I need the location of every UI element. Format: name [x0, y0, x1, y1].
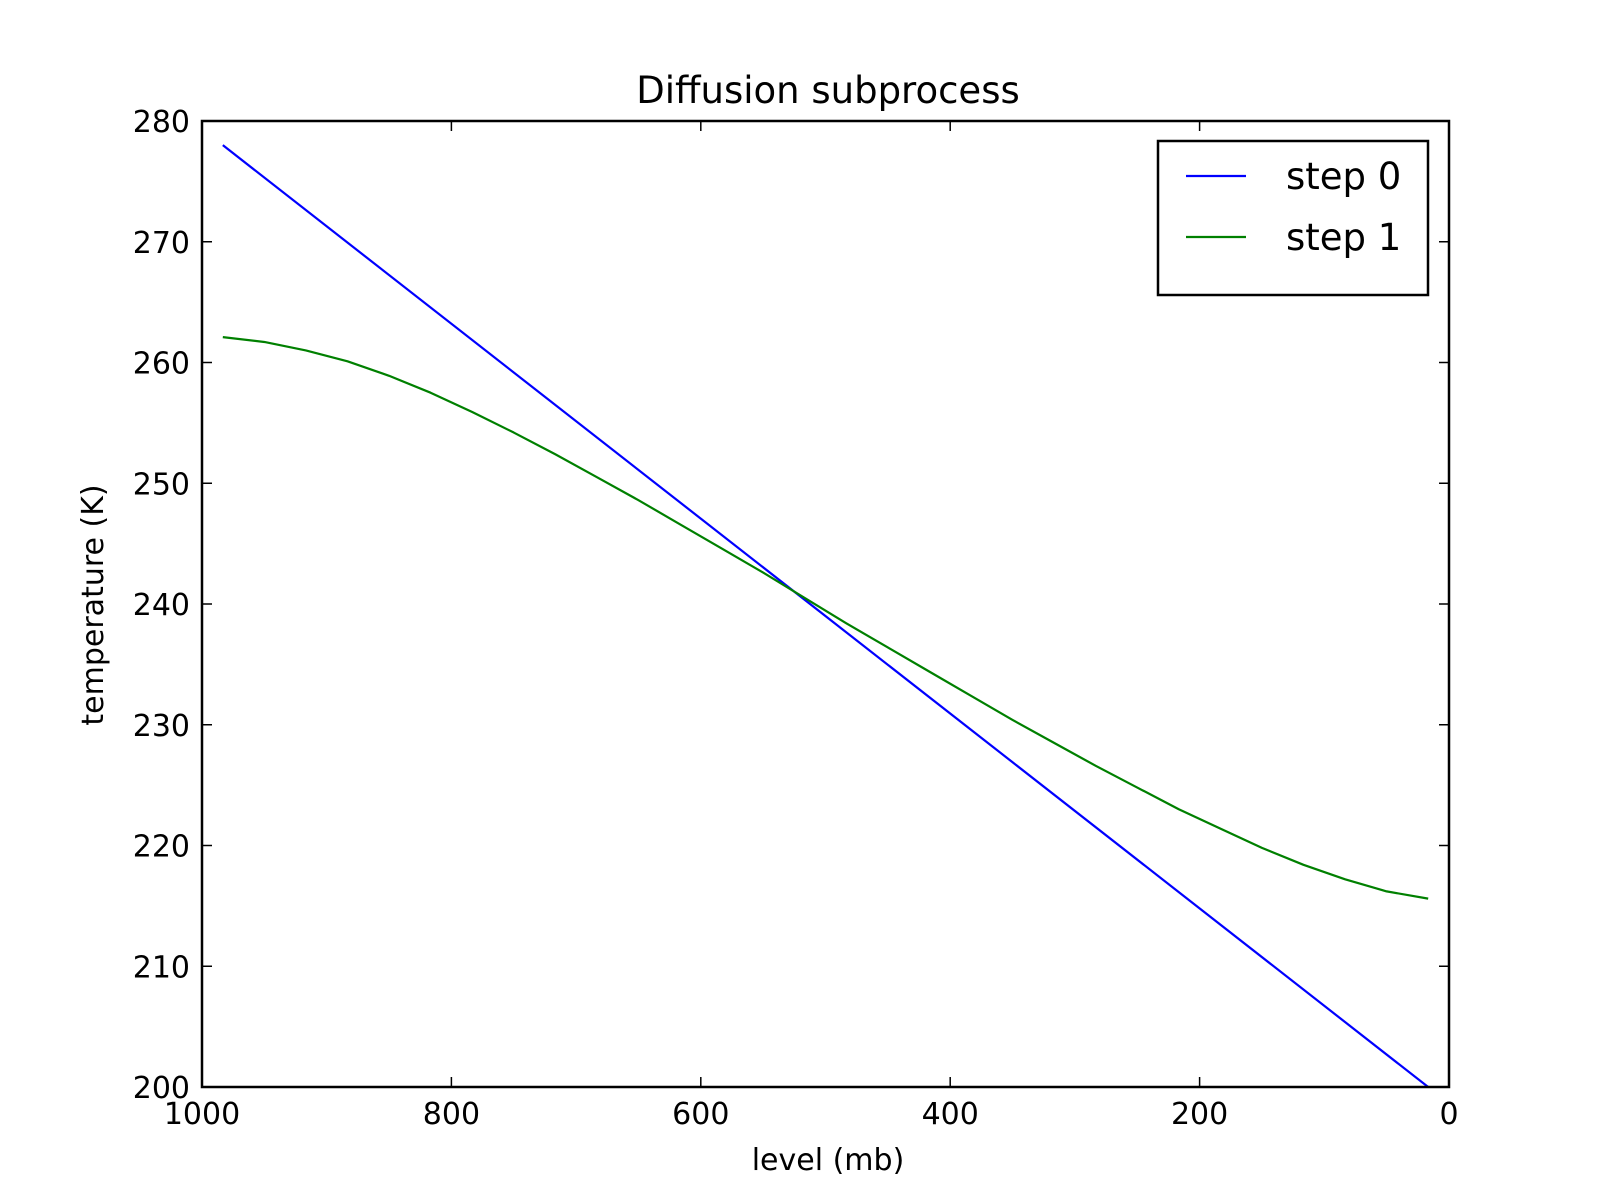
- y-tick-label: 260: [133, 347, 190, 382]
- y-tick-label: 200: [133, 1071, 190, 1106]
- x-tick-label: 0: [1439, 1097, 1458, 1132]
- x-tick-label: 400: [922, 1097, 979, 1132]
- legend-label-1: step 0: [1286, 155, 1401, 198]
- x-tick-label: 800: [423, 1097, 480, 1132]
- series-group: [222, 144, 1429, 1088]
- y-tick-label: 240: [133, 588, 190, 623]
- legend-box: [1156, 139, 1430, 297]
- x-tick-label: 200: [1171, 1097, 1228, 1132]
- y-tick-label: 220: [133, 830, 190, 865]
- x-axis-label: level (mb): [752, 1143, 905, 1178]
- legend: step 0 step 1: [1156, 139, 1430, 297]
- y-tick-label: 230: [133, 709, 190, 744]
- y-tick-label: 210: [133, 950, 190, 985]
- y-axis: 200 210 220 230 240 250 260 270 280: [133, 105, 1449, 1106]
- y-tick-label: 270: [133, 226, 190, 261]
- series-line-1: [222, 144, 1429, 1088]
- y-axis-label: temperature (K): [76, 484, 111, 725]
- y-tick-label: 280: [133, 105, 190, 140]
- series-line-2: [222, 336, 1429, 900]
- chart-title: Diffusion subprocess: [636, 69, 1020, 112]
- x-tick-label: 600: [672, 1097, 729, 1132]
- legend-label-2: step 1: [1286, 216, 1401, 259]
- y-tick-label: 250: [133, 467, 190, 502]
- x-tick-label: 1000: [164, 1097, 240, 1132]
- x-axis: 1000 800 600 400 200 0: [164, 121, 1459, 1132]
